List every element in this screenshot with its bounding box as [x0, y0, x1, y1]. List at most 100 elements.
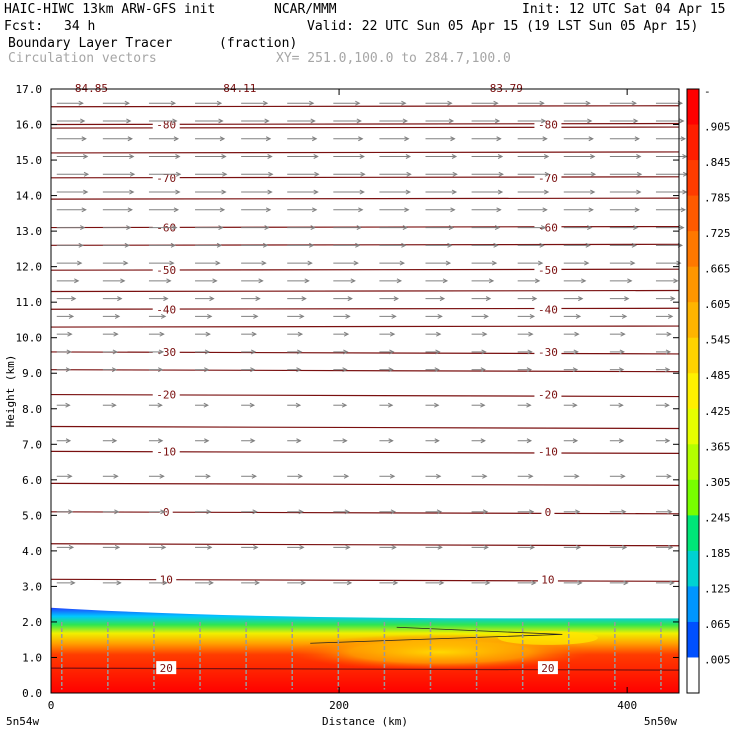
vector-arrowhead: [682, 189, 688, 195]
vector-arrowhead: [80, 225, 86, 231]
vector-arrowhead: [80, 118, 86, 124]
vector-arrowhead: [68, 509, 74, 515]
vector-arrowhead: [126, 225, 132, 231]
vector-arrowhead: [620, 473, 626, 479]
vector-arrowhead: [480, 438, 486, 444]
vector-arrowhead: [531, 296, 538, 302]
vector-arrowhead: [353, 260, 359, 266]
plot-frame: [50, 88, 680, 694]
vector-arrowhead: [667, 544, 674, 550]
vector-arrowhead: [162, 580, 168, 586]
vector-arrowhead: [78, 100, 84, 106]
colorbar-label: .005: [704, 653, 731, 666]
y-tick-label: 2.0: [22, 616, 42, 629]
colorbar-swatch: [687, 195, 699, 232]
vector-arrowhead: [221, 189, 227, 195]
colorbar-swatch: [687, 89, 699, 126]
vector-arrowhead: [543, 189, 550, 195]
vector-arrowhead: [253, 313, 259, 319]
vector-arrowhead: [544, 171, 551, 177]
org-title: NCAR/MMM: [274, 2, 337, 17]
temperature-contour: [50, 122, 680, 126]
vector-arrowhead: [528, 509, 535, 515]
contour-label: -10: [156, 445, 176, 458]
vector-arrowhead: [539, 100, 545, 106]
temperature-contour: [50, 393, 680, 398]
vector-arrowhead: [117, 296, 123, 302]
vector-arrowhead: [402, 118, 409, 124]
contour-label: -30: [538, 346, 558, 359]
vector-arrowhead: [540, 225, 547, 231]
vector-arrowhead: [83, 189, 89, 195]
vector-arrowhead: [170, 242, 177, 248]
vector-arrowhead: [159, 473, 165, 479]
vector-arrowhead: [402, 225, 409, 231]
vector-arrowhead: [634, 207, 640, 213]
fcst-value: 34 h: [64, 19, 96, 34]
temperature-contour: [50, 578, 680, 582]
vector-arrowhead: [251, 331, 257, 337]
contour-label: -40: [156, 303, 176, 316]
vector-arrowhead: [304, 278, 310, 284]
vector-arrowhead: [300, 580, 307, 586]
vector-arrowhead: [574, 331, 580, 337]
contour-label-bg: [534, 444, 562, 458]
colorbar-label: .125: [704, 582, 731, 595]
contour-label: -50: [538, 264, 558, 277]
vector-arrowhead: [670, 296, 676, 302]
vector-arrowhead: [341, 402, 348, 408]
contour-label-bg: [537, 572, 558, 586]
vector-arrowhead: [435, 349, 441, 355]
vector-arrowhead: [297, 331, 304, 337]
vector-arrowhead: [491, 260, 498, 266]
vector-arrowhead: [296, 349, 303, 355]
vector-arrowhead: [480, 402, 486, 408]
contour-label: -50: [156, 264, 176, 277]
vector-arrowhead: [439, 580, 445, 586]
vector-arrowhead: [175, 171, 182, 177]
vector-arrowhead: [346, 580, 353, 586]
vector-arrowhead: [634, 136, 640, 142]
vector-arrowhead: [249, 402, 256, 408]
vector-arrowhead: [451, 154, 458, 159]
temperature-contour: [50, 425, 680, 430]
colorbar-frame: [686, 88, 700, 694]
tracer-contour: [310, 626, 563, 644]
colorbar-swatch: [687, 302, 699, 339]
vector-arrowhead: [434, 402, 440, 408]
colorbar-label: .545: [704, 334, 731, 347]
vector-arrowhead: [111, 438, 118, 444]
vector-arrowhead: [65, 367, 72, 373]
vector-arrowhead: [485, 580, 491, 586]
colorbar-label: .245: [704, 511, 731, 524]
field-units: (fraction): [219, 36, 298, 51]
vector-arrowhead: [442, 278, 449, 284]
vector-arrowhead: [451, 189, 458, 195]
vector-arrowhead: [70, 580, 76, 586]
vector-arrowhead: [175, 189, 181, 195]
valid-time: Valid: 22 UTC Sun 05 Apr 15 (19 LST Sun …: [307, 19, 699, 34]
vector-arrowhead: [314, 171, 320, 177]
vector-arrowhead: [345, 544, 351, 550]
colorbar-swatch: [687, 479, 699, 516]
vector-arrowhead: [83, 171, 90, 177]
vector-arrowhead: [345, 313, 351, 319]
vector-arrowhead: [205, 473, 211, 479]
vector-arrowhead: [126, 118, 132, 124]
vector-arrowhead: [206, 509, 212, 515]
vector-arrowhead: [114, 544, 121, 550]
vector-arrowhead: [575, 509, 581, 515]
temperature-contour: [50, 667, 680, 671]
vector-arrowhead: [542, 136, 548, 142]
vector-arrowhead: [630, 260, 636, 266]
vector-arrowhead: [481, 349, 487, 355]
vector-arrowhead: [575, 313, 582, 319]
cross-section-label: XY= 251.0,100.0 to 284.7,100.0: [276, 51, 511, 66]
vector-arrowhead: [585, 100, 591, 106]
vector-arrowhead: [627, 278, 633, 284]
vector-arrowhead: [124, 100, 130, 106]
contour-label-bg: [534, 344, 562, 358]
vector-arrowhead: [215, 260, 221, 266]
colorbar-swatch: [687, 160, 699, 197]
vector-arrowhead: [578, 296, 584, 302]
